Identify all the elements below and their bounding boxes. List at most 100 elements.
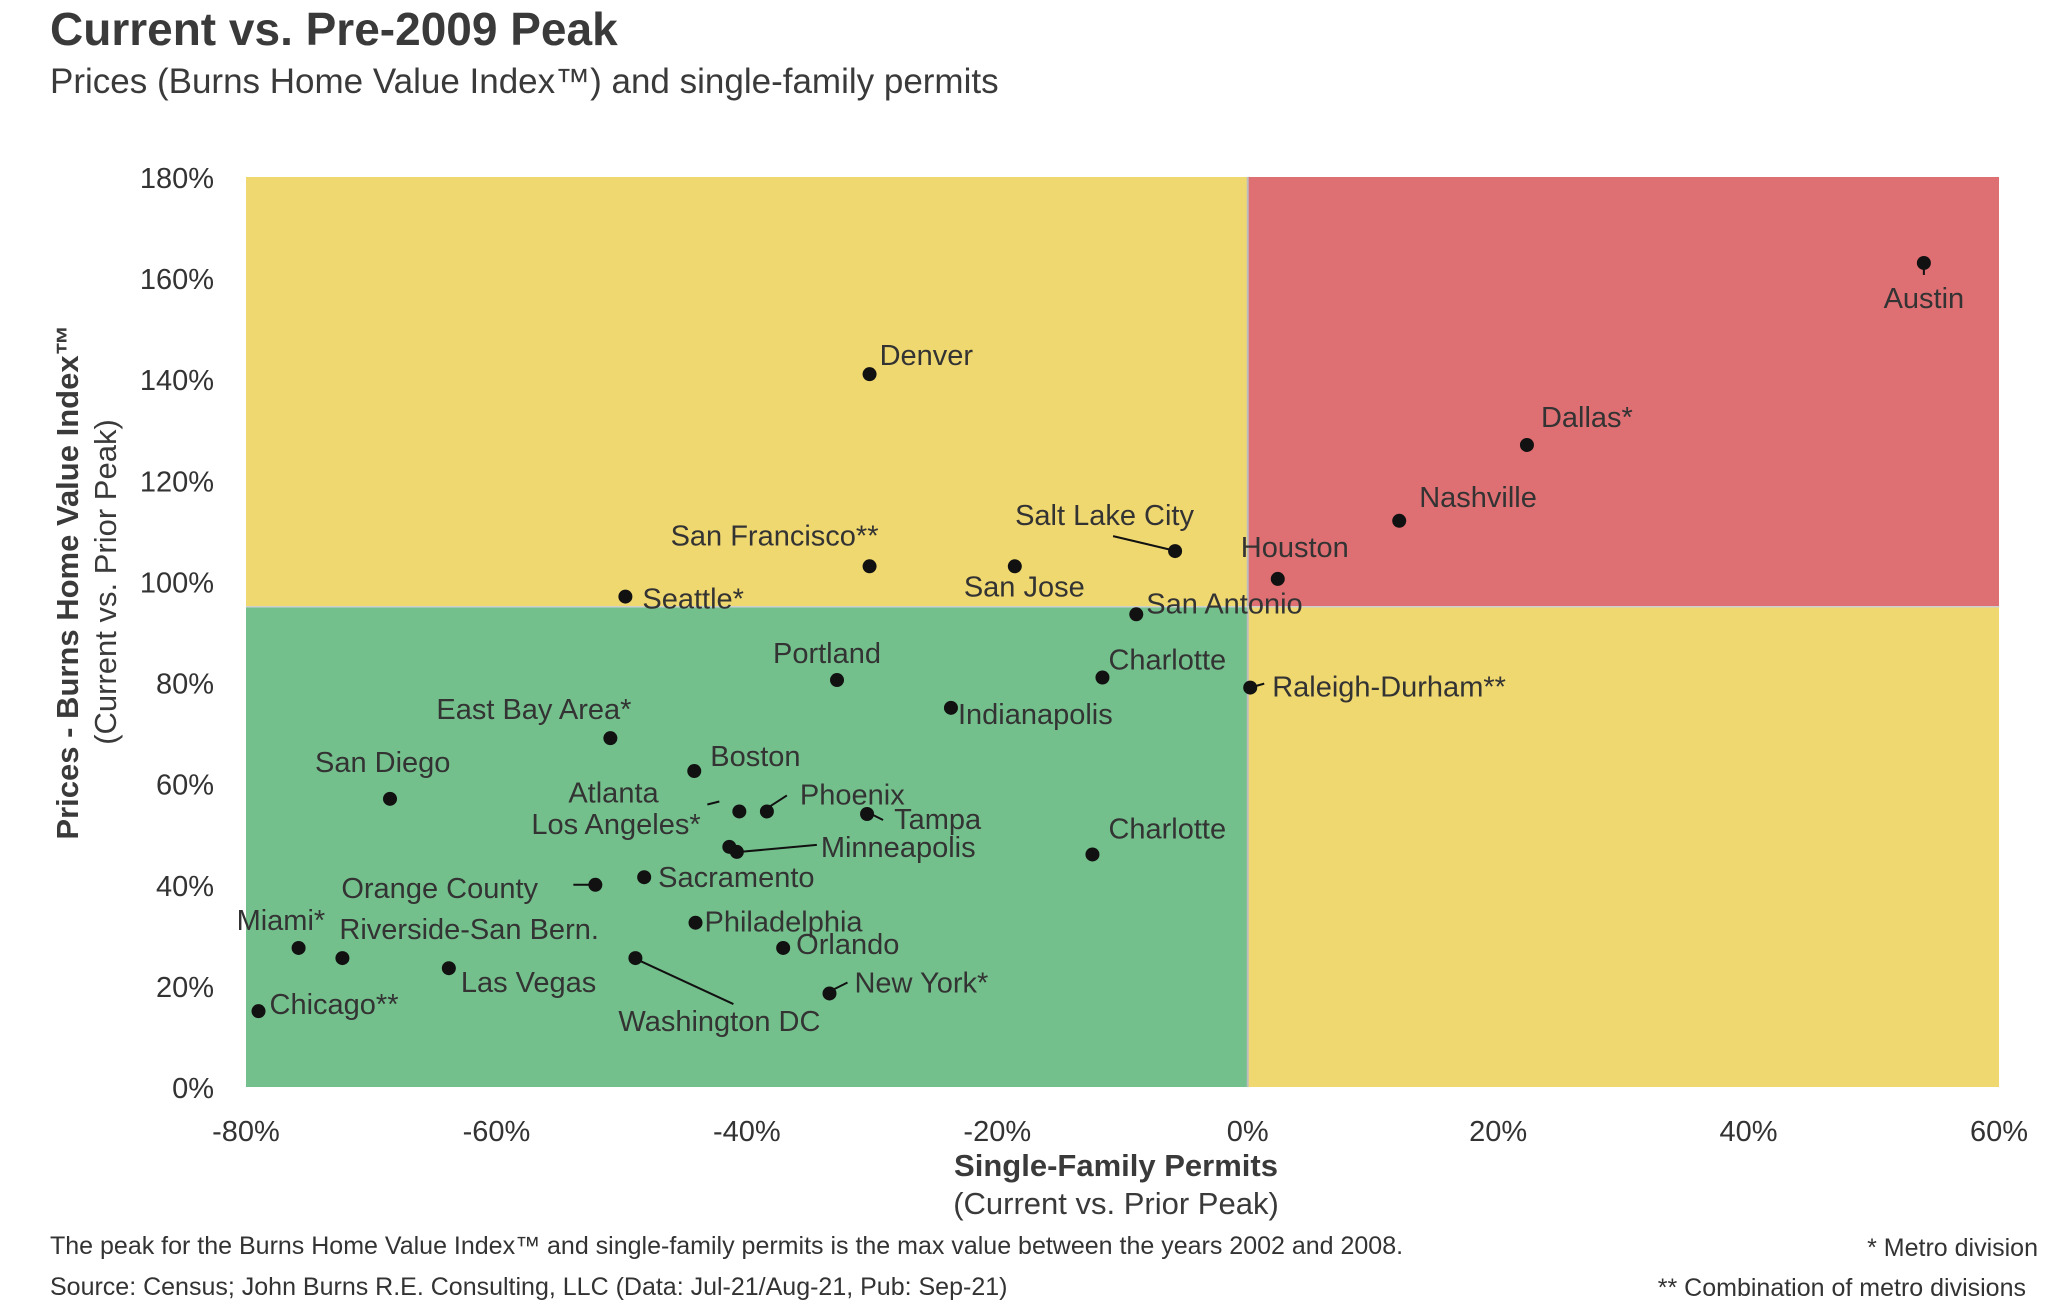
annotations: Austin Dallas* Nashville Houston Raleigh-Dur… [237,255,1965,1038]
point-label-los-angeles: Los Angeles* [531,809,700,841]
leader-line-minneapolis [739,843,817,853]
metro-combination-note: ** Combination of metro divisions [1657,1274,2026,1302]
point-san-jose [1007,559,1022,574]
leader-line-washington-dc [639,960,734,1005]
leader-line-salt-lake-city [1112,535,1173,552]
point-washington-dc [628,951,643,966]
point-atlanta [732,804,747,819]
x-tick-label: 0% [1227,1116,1269,1148]
point-nashville [1392,513,1407,528]
point-label-orange-county: Orange County [341,873,538,905]
point-label-san-antonio: San Antonio [1146,588,1302,620]
quadrant-lower-right [1247,606,1999,1087]
point-san-diego [382,791,397,806]
source-note: Source: Census; John Burns R.E. Consulti… [50,1273,1008,1301]
point-chicago [251,1004,266,1019]
point-raleigh-durham [1243,680,1258,695]
chart-subtitle: Prices (Burns Home Value Index™) and sin… [50,62,999,101]
point-label-indianapolis: Indianapolis [958,699,1113,731]
point-indianapolis [943,700,958,715]
point-tampa [860,807,875,821]
point-label-austin: Austin [1884,283,1965,315]
y-axis-subtitle: (Current vs. Prior Peak) [88,419,123,745]
x-axis-subtitle: (Current vs. Prior Peak) [953,1186,1279,1221]
y-tick-label: 60% [156,770,214,802]
footnote: The peak for the Burns Home Value Index™… [50,1232,1404,1260]
y-tick-label: 120% [140,466,214,498]
y-tick-label: 160% [140,264,214,296]
quadrant-lower-left [246,606,1248,1087]
point-new-york [822,986,837,1001]
point-denver [862,367,877,382]
point-east-bay-area [603,731,618,746]
point-sacramento [637,870,652,885]
point-label-east-bay-area: East Bay Area* [436,694,631,726]
point-orange-county [588,877,603,892]
point-label-san-jose: San Jose [964,571,1085,603]
point-label-riverside-san-bern: Riverside-San Bern. [339,914,599,946]
point-philadelphia [688,915,703,930]
point-label-charlotte: Charlotte [1108,645,1226,677]
point-label-miami: Miami* [237,905,326,937]
point-minneapolis [729,844,744,859]
point-charlotte [1095,670,1110,685]
point-label-san-diego: San Diego [315,747,450,779]
leader-line-atlanta [707,800,720,806]
y-axis-label: Prices - Burns Home Value Index™ (Curren… [50,312,124,852]
point-label-minneapolis: Minneapolis [821,832,976,864]
point-label-portland: Portland [773,638,881,670]
x-tick-label: -60% [463,1116,531,1148]
point-charlotte [1085,847,1100,862]
point-portland [830,673,845,688]
point-orlando [776,940,791,955]
metro-division-note: * Metro division [1867,1234,2038,1262]
point-seattle [618,589,633,604]
point-label-houston: Houston [1241,532,1349,564]
point-label-nashville: Nashville [1419,482,1537,514]
point-riverside-san-bern [335,951,350,966]
x-tick-label: 60% [1970,1116,2028,1148]
x-axis-label: Single-Family Permits (Current vs. Prior… [953,1148,1279,1222]
point-san-francisco [862,559,877,574]
x-tick-label: -80% [212,1116,280,1148]
point-san-antonio [1129,607,1144,622]
point-label-san-francisco: San Francisco** [671,520,879,552]
point-austin [1916,255,1931,270]
y-tick-label: 100% [140,567,214,599]
point-label-charlotte: Charlotte [1108,813,1226,845]
point-label-washington-dc: Washington DC [618,1006,820,1038]
y-tick-label: 80% [156,669,214,701]
y-tick-label: 20% [156,972,214,1004]
point-houston [1270,571,1285,586]
point-label-salt-lake-city: Salt Lake City [1015,500,1194,532]
quadrants [246,177,1999,1087]
y-tick-label: 0% [172,1073,214,1105]
y-tick-label: 180% [140,163,214,195]
x-tick-label: 20% [1469,1116,1527,1148]
point-label-sacramento: Sacramento [658,862,814,894]
x-axis-title: Single-Family Permits [954,1148,1278,1183]
x-tick-label: -40% [713,1116,781,1148]
point-label-tampa: Tampa [894,804,982,836]
point-label-seattle: Seattle* [642,584,744,616]
point-phoenix [759,804,774,819]
point-las-vegas [441,961,456,976]
quadrant-upper-left [246,177,1248,607]
x-tick-label: -20% [963,1116,1031,1148]
point-boston [687,764,702,779]
y-tick-label: 140% [140,365,214,397]
leader-line-phoenix [769,794,788,808]
x-tick-label: 40% [1720,1116,1778,1148]
point-label-phoenix: Phoenix [800,779,905,811]
point-label-atlanta: Atlanta [568,777,659,809]
point-label-dallas: Dallas* [1541,402,1633,434]
point-label-chicago: Chicago** [270,989,399,1021]
chart-title: Current vs. Pre-2009 Peak [50,3,618,55]
y-tick-label: 40% [156,871,214,903]
point-label-orlando: Orlando [796,929,899,961]
point-label-new-york: New York* [854,967,988,999]
y-axis-title: Prices - Burns Home Value Index™ [50,324,85,840]
point-label-denver: Denver [880,340,974,372]
quadrant-upper-right [1247,177,1999,607]
